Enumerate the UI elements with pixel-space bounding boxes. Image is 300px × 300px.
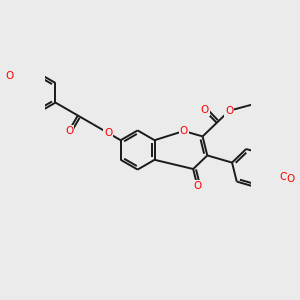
Text: O: O [279,172,288,182]
Text: O: O [180,126,188,136]
Text: O: O [200,105,209,115]
Text: O: O [65,126,73,136]
Text: O: O [225,106,233,116]
Text: O: O [286,174,295,184]
Text: O: O [104,128,112,138]
Text: O: O [5,71,13,81]
Text: O: O [193,181,202,191]
